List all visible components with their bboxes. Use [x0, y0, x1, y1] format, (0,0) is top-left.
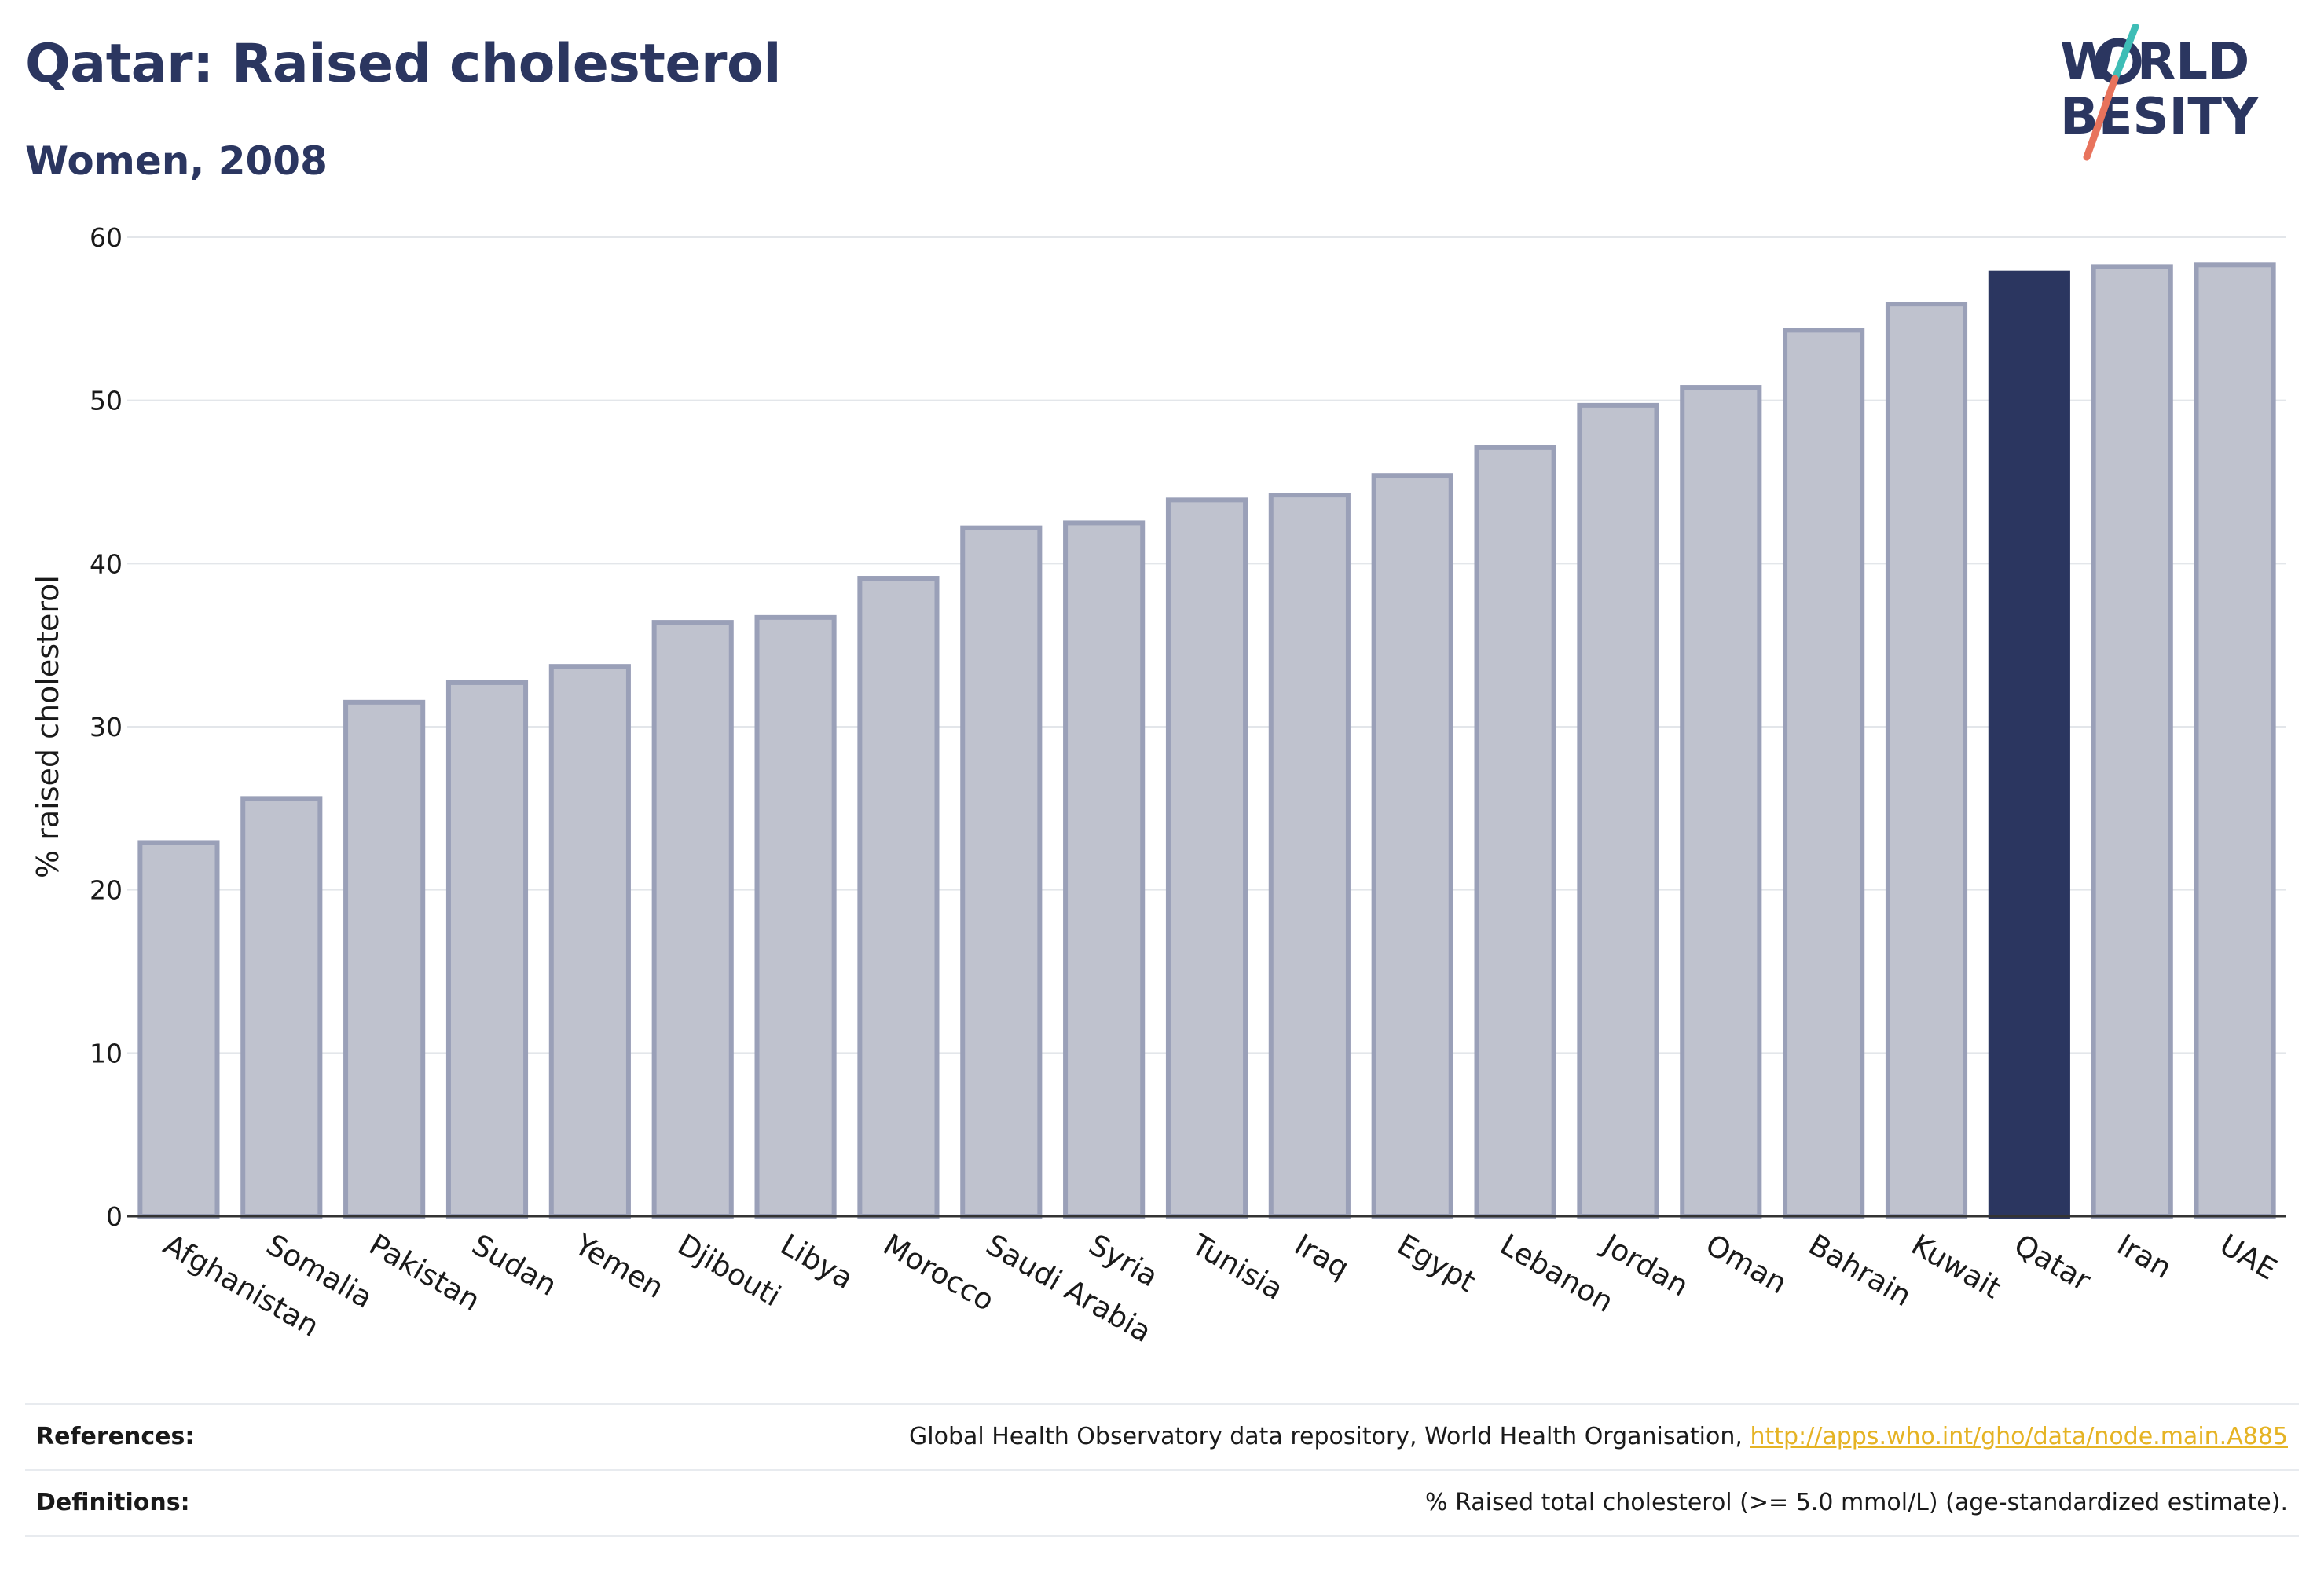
- x-tick-label: Iraq: [1288, 1228, 1354, 1285]
- world-obesity-logo: W RLD BESITY: [2043, 23, 2310, 165]
- x-tick-label: Morocco: [878, 1228, 1000, 1318]
- x-tick-label: Oman: [1700, 1228, 1793, 1301]
- logo-slash-coral: [2083, 75, 2119, 161]
- y-tick-label: 20: [90, 875, 123, 906]
- bar-oman: [1680, 385, 1762, 1219]
- bar-saudi-arabia: [960, 525, 1043, 1219]
- y-tick-label: 60: [90, 222, 123, 253]
- y-tick-label: 10: [90, 1038, 123, 1068]
- bar-iraq: [1268, 493, 1351, 1219]
- bar-uae: [2194, 262, 2276, 1219]
- bars: [137, 262, 2276, 1219]
- y-axis-title: % raised cholesterol: [31, 575, 65, 878]
- references-text: Global Health Observatory data repositor…: [909, 1423, 1750, 1450]
- logo-slash-teal: [2111, 23, 2139, 82]
- bar-egypt: [1371, 473, 1453, 1219]
- bar-iran: [2091, 264, 2173, 1219]
- x-tick-label: Libya: [775, 1228, 859, 1296]
- x-tick-label: Bahrain: [1803, 1228, 1917, 1314]
- definitions-row: Definitions: % Raised total cholesterol …: [25, 1469, 2299, 1537]
- references-row: References: Global Health Observatory da…: [25, 1403, 2299, 1469]
- x-tick-label: UAE: [2214, 1228, 2282, 1287]
- chart-title: Qatar: Raised cholesterol: [25, 33, 782, 95]
- x-tick-label: Egypt: [1391, 1228, 1481, 1299]
- references-value: Global Health Observatory data repositor…: [909, 1405, 2288, 1469]
- x-tick-label: Djibouti: [672, 1228, 786, 1314]
- bar-libya: [754, 614, 837, 1219]
- x-tick-label: Tunisia: [1186, 1227, 1289, 1307]
- bar-bahrain: [1783, 328, 1865, 1219]
- bar-qatar: [1988, 270, 2070, 1219]
- x-tick-label: Yemen: [568, 1227, 669, 1305]
- logo-graphic: W RLD BESITY: [2060, 23, 2259, 161]
- bar-morocco: [857, 576, 940, 1219]
- chart-subtitle: Women, 2008: [25, 138, 328, 184]
- logo-line-1-rest: RLD: [2137, 33, 2249, 91]
- x-tick-label: Kuwait: [1906, 1228, 2007, 1306]
- y-tick-label: 30: [90, 712, 123, 742]
- references-label: References:: [36, 1423, 195, 1450]
- bar-djibouti: [651, 620, 734, 1219]
- y-tick-label: 0: [106, 1201, 123, 1232]
- bar-lebanon: [1474, 445, 1556, 1219]
- references-link[interactable]: http://apps.who.int/gho/data/node.main.A…: [1750, 1423, 2288, 1450]
- x-tick-label: Iran: [2111, 1228, 2177, 1285]
- y-tick-label: 40: [90, 548, 123, 579]
- y-tick-label: 50: [90, 386, 123, 416]
- definitions-text: % Raised total cholesterol (>= 5.0 mmol/…: [1425, 1489, 2288, 1516]
- bar-yemen: [548, 664, 631, 1219]
- bar-sudan: [445, 680, 529, 1219]
- bar-chart: 0102030405060AfghanistanSomaliaPakistanS…: [31, 222, 2286, 1349]
- bar-kuwait: [1885, 302, 1968, 1219]
- x-tick-label: Lebanon: [1494, 1228, 1619, 1319]
- bar-somalia: [240, 796, 323, 1219]
- footer: References: Global Health Observatory da…: [25, 1403, 2299, 1537]
- x-tick-label: Qatar: [2008, 1228, 2096, 1299]
- bar-pakistan: [343, 699, 426, 1219]
- bar-jordan: [1577, 402, 1659, 1219]
- bar-syria: [1063, 520, 1146, 1219]
- x-tick-label: Pakistan: [364, 1228, 486, 1318]
- definitions-label: Definitions:: [36, 1489, 190, 1516]
- bar-tunisia: [1165, 497, 1248, 1219]
- bar-afghanistan: [137, 840, 220, 1219]
